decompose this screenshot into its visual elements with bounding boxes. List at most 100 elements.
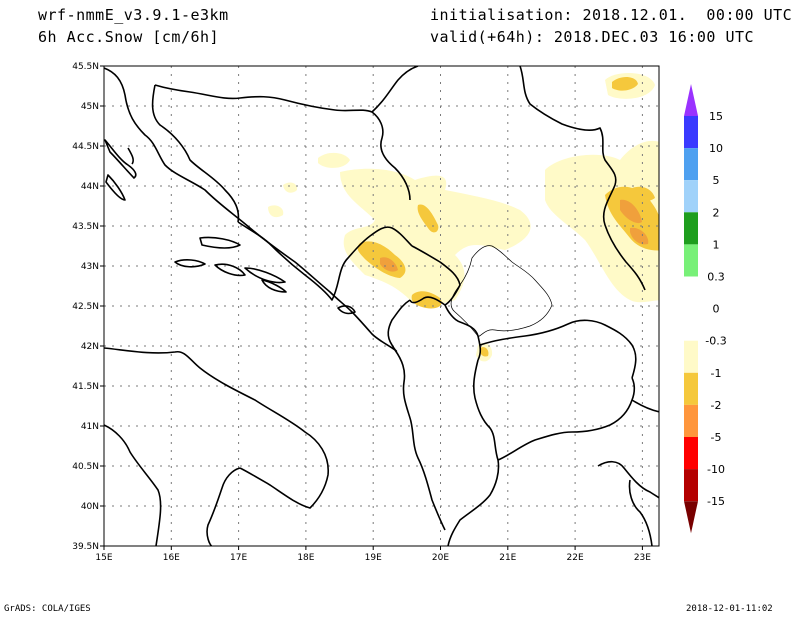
colorbar-swatch — [684, 437, 698, 470]
colorbar-label: 5 — [713, 174, 720, 187]
lat-tick-label: 39.5N — [72, 542, 99, 552]
snow-area-heavy — [380, 257, 398, 272]
coastline-italy-heel — [206, 467, 241, 546]
colorbar-swatch — [684, 116, 698, 149]
colorbar-swatch — [684, 404, 698, 437]
lon-labels: 15E 16E 17E 18E 19E 20E 21E 22E 23E — [95, 546, 651, 563]
coastline-italy-west — [104, 424, 162, 546]
snow-area-medium — [628, 186, 655, 202]
colorbar-swatch — [684, 180, 698, 213]
colorbar-label: 2 — [713, 206, 720, 219]
lon-tick-label: 19E — [365, 553, 382, 563]
lat-tick-label: 45.5N — [72, 62, 99, 72]
lat-tick-label: 40N — [81, 502, 99, 512]
colorbar-swatch — [684, 212, 698, 245]
lon-tick-label: 18E — [297, 553, 314, 563]
lat-tick-label: 41.5N — [72, 382, 99, 392]
snow-area-light — [545, 140, 659, 303]
lat-tick-label: 43N — [81, 262, 99, 272]
colorbar-arrow-top — [684, 84, 698, 116]
colorbar-swatch — [684, 340, 698, 373]
field-title: 6h Acc.Snow [cm/6h] — [38, 28, 220, 46]
border-serbia-north — [371, 66, 419, 113]
colorbar-label: -1 — [711, 367, 722, 380]
lat-labels: 45.5N 45N 44.5N 44N 43.5N 43N 42.5N 42N 41.5N 41N… — [72, 62, 104, 552]
lon-tick-label: 17E — [230, 553, 247, 563]
snow-area-light — [318, 152, 350, 168]
island — [214, 263, 246, 277]
island — [174, 259, 206, 268]
lat-tick-label: 40.5N — [72, 462, 99, 472]
island — [105, 174, 126, 201]
kosovo-border — [450, 245, 553, 337]
lat-tick-label: 41N — [81, 422, 99, 432]
coastline-albania — [394, 349, 446, 531]
coastline-balkan — [104, 67, 396, 351]
lon-tick-label: 15E — [95, 553, 112, 563]
init-time: initialisation: 2018.12.01. 00:00 UTC — [430, 6, 793, 24]
colorbar-label: 0 — [713, 303, 720, 316]
colorbar-label: -0.3 — [705, 335, 726, 348]
colorbar-label: -15 — [707, 495, 725, 508]
snow-area-heavy — [630, 227, 649, 245]
island — [261, 279, 287, 293]
coastline-greece-chalkidiki — [628, 479, 653, 546]
coastline-greece — [597, 460, 659, 499]
snow-area-light — [283, 182, 298, 193]
colorbar-swatch — [684, 372, 698, 405]
coastlines-borders — [104, 66, 659, 546]
lat-tick-label: 44.5N — [72, 142, 99, 152]
colorbar-arrow-bottom — [684, 501, 698, 534]
colorbar-label: 1 — [713, 238, 720, 251]
colorbar-label: 15 — [709, 110, 723, 123]
border-macedonia-greece — [497, 377, 636, 461]
colorbar-label: -2 — [711, 399, 722, 412]
snow-area-medium — [612, 76, 638, 91]
island — [199, 236, 241, 249]
model-title: wrf-nmmE_v3.9.1-e3km — [38, 6, 229, 24]
lon-tick-label: 21E — [499, 553, 516, 563]
colorbar-label: 10 — [709, 142, 723, 155]
generation-timestamp: 2018-12-01-11:02 — [686, 604, 773, 614]
grads-credit: GrADS: COLA/IGES — [4, 604, 91, 614]
lon-tick-label: 20E — [432, 553, 449, 563]
colorbar: 15 10 5 2 1 0.3 0 -0.3 -1 -2 -5 -10 -15 — [684, 84, 727, 534]
lon-tick-label: 23E — [634, 553, 651, 563]
snow-area-medium — [417, 204, 439, 233]
colorbar-swatch — [684, 276, 698, 309]
snow-area-light — [268, 205, 284, 218]
lat-tick-label: 43.5N — [72, 222, 99, 232]
snow-shading — [268, 73, 659, 362]
coastline-italy — [104, 347, 329, 509]
valid-time: valid(+64h): 2018.DEC.03 16:00 UTC — [430, 28, 755, 46]
colorbar-label: 0.3 — [707, 271, 725, 284]
colorbar-swatch — [684, 244, 698, 277]
colorbar-swatch — [684, 148, 698, 181]
graticule — [104, 66, 659, 546]
lat-tick-label: 42N — [81, 342, 99, 352]
snow-area-heavy — [620, 199, 642, 224]
snow-area-medium — [411, 291, 442, 309]
border-montenegro-albania — [387, 299, 411, 352]
lon-tick-label: 16E — [163, 553, 180, 563]
border-albania-macedonia — [447, 359, 500, 546]
border-bosnia-inner — [151, 84, 240, 223]
colorbar-swatch — [684, 469, 698, 502]
lon-tick-label: 22E — [567, 553, 584, 563]
lat-tick-label: 45N — [81, 102, 99, 112]
border-croatia-bosnia — [154, 84, 411, 201]
border-macedonia-north — [479, 319, 637, 379]
colorbar-label: -10 — [707, 463, 725, 476]
border-bosnia-montenegro — [237, 221, 413, 301]
border-bulgaria-greece — [631, 399, 659, 413]
island — [337, 305, 356, 315]
colorbar-label: -5 — [711, 431, 722, 444]
colorbar-swatch — [684, 308, 698, 341]
lat-tick-label: 44N — [81, 182, 99, 192]
island — [127, 147, 135, 165]
border-albania-kosovo — [444, 304, 482, 361]
lat-tick-label: 42.5N — [72, 302, 99, 312]
border-serbia-east — [519, 66, 646, 291]
island — [244, 267, 286, 284]
